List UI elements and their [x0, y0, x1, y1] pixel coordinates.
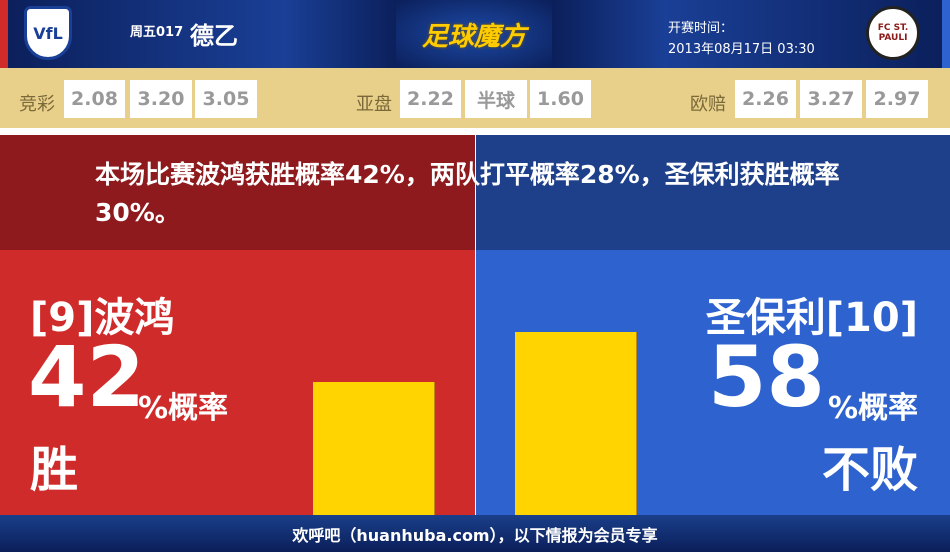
odds-value: 2.08 [64, 80, 125, 118]
kickoff-label: 开赛时间： [668, 21, 734, 36]
odds-value: 半球 [465, 80, 527, 118]
odds-value: 2.26 [735, 80, 796, 118]
prediction-message: 本场比赛波鸿获胜概率42%，两队打平概率28%，圣保利获胜概率30%。 [95, 160, 840, 227]
footer-text: 欢呼吧（huanhuba.com），以下情报为会员专享 [292, 525, 658, 545]
brand-logo: 足球魔方 [421, 21, 526, 52]
home-team-name: [9]波鸿 [30, 295, 175, 341]
odds-value: 2.97 [866, 80, 928, 118]
odds-value: 3.05 [195, 80, 257, 118]
home-team-logo: VfL [24, 6, 72, 60]
away-team-name: 圣保利[10] [705, 295, 918, 341]
odds-label-yapan: 亚盘 [356, 94, 392, 115]
home-percent: 42 [28, 328, 145, 426]
away-result: 不败 [821, 442, 918, 498]
odds-label-oupei: 欧赔 [690, 94, 726, 115]
odds-value: 3.20 [130, 80, 192, 118]
match-number: 周五017 [130, 25, 184, 40]
odds-label-jingcai: 竞彩 [19, 94, 55, 115]
odds-value: 1.60 [530, 80, 591, 118]
league-name: 德乙 [190, 22, 238, 50]
home-result: 胜 [30, 442, 79, 498]
message-bg-away [476, 135, 950, 250]
away-color-edge [942, 0, 950, 68]
home-probability-bar [313, 382, 434, 515]
home-percent-label: %概率 [138, 391, 229, 426]
away-percent: 58 [708, 328, 825, 426]
brand-box: 足球魔方 [396, 0, 552, 68]
away-probability-bar [515, 332, 636, 515]
away-team-logo: FC ST. PAULI [866, 6, 920, 60]
odds-value: 2.22 [400, 80, 461, 118]
message-bg-home [0, 135, 475, 250]
kickoff-time: 2013年08月17日 03:30 [668, 42, 815, 57]
footer-notice: 欢呼吧（huanhuba.com），以下情报为会员专享 [0, 515, 950, 552]
odds-value: 3.27 [800, 80, 862, 118]
away-percent-label: %概率 [827, 391, 918, 426]
home-color-edge [0, 0, 8, 68]
